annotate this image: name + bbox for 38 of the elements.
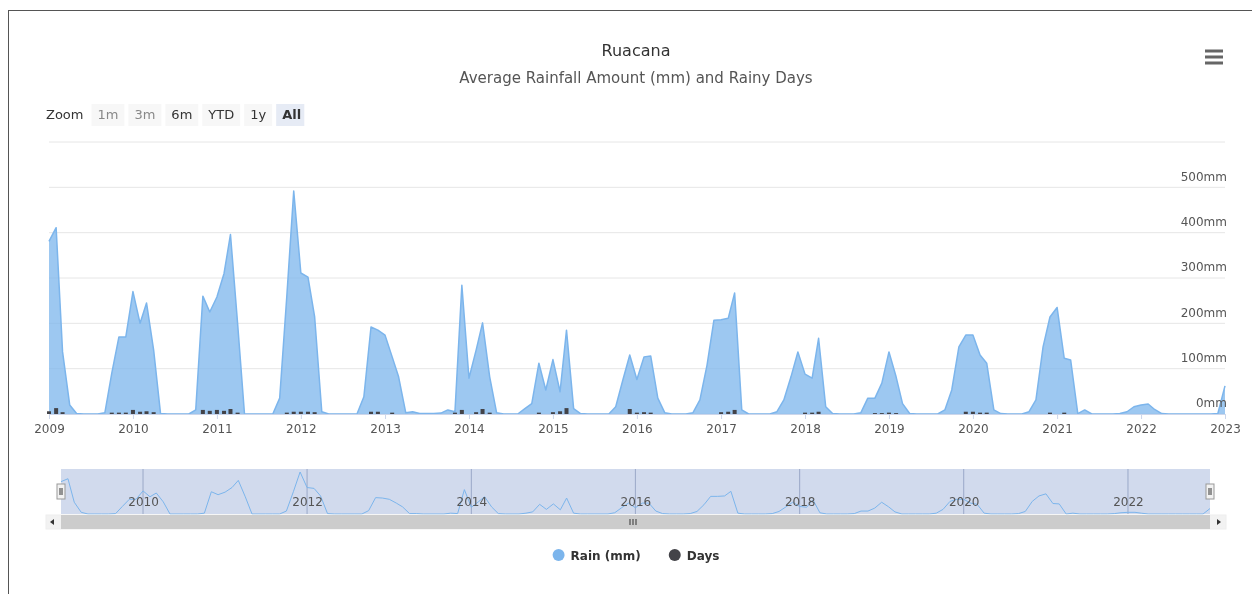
chart-title: Ruacana	[601, 41, 671, 60]
x-tick-label: 2009	[34, 421, 65, 436]
legend-label: Days	[686, 548, 720, 563]
chart-subtitle: Average Rainfall Amount (mm) and Rainy Days	[459, 69, 813, 87]
x-tick-label: 2013	[370, 421, 401, 436]
y-tick-label: 300mm	[1180, 260, 1227, 275]
x-tick-label: 2016	[622, 421, 653, 436]
x-tick-label: 2011	[202, 421, 233, 436]
x-tick-label: 2014	[454, 421, 485, 436]
text: Zoom	[46, 107, 84, 122]
x-tick-label: 2023	[1210, 421, 1241, 436]
y-tick-label: 100mm	[1180, 350, 1227, 365]
x-tick-label: 2015	[538, 421, 569, 436]
text: 6m	[171, 107, 193, 122]
x-tick-label: 2021	[1042, 421, 1073, 436]
x-tick-label: 2022	[1126, 421, 1157, 436]
x-tick-label: 2012	[286, 421, 317, 436]
x-tick-label: 2019	[874, 421, 905, 436]
x-tick-label: 2016	[620, 495, 652, 510]
x-tick-label: 2020	[958, 421, 989, 436]
y-tick-label: 400mm	[1180, 214, 1227, 229]
y-tick-label: 200mm	[1180, 305, 1227, 320]
text: 1y	[250, 107, 267, 122]
x-tick-label: 2022	[1113, 495, 1144, 510]
x-tick-label: 2012	[292, 495, 323, 510]
x-tick-label: 2017	[706, 421, 737, 436]
x-tick-label: 2010	[118, 421, 149, 436]
text: YTD	[207, 107, 235, 122]
x-tick-label: 2020	[948, 495, 980, 510]
text: All	[282, 107, 302, 122]
x-tick-label: 2010	[128, 495, 159, 510]
x-tick-label: 2014	[456, 495, 488, 510]
x-tick-label: 2018	[784, 495, 816, 510]
text: 3m	[134, 107, 156, 122]
text: 1m	[97, 107, 119, 122]
legend-label: Rain (mm)	[570, 548, 641, 563]
y-tick-label: 500mm	[1180, 169, 1227, 184]
x-tick-label: 2018	[790, 421, 821, 436]
